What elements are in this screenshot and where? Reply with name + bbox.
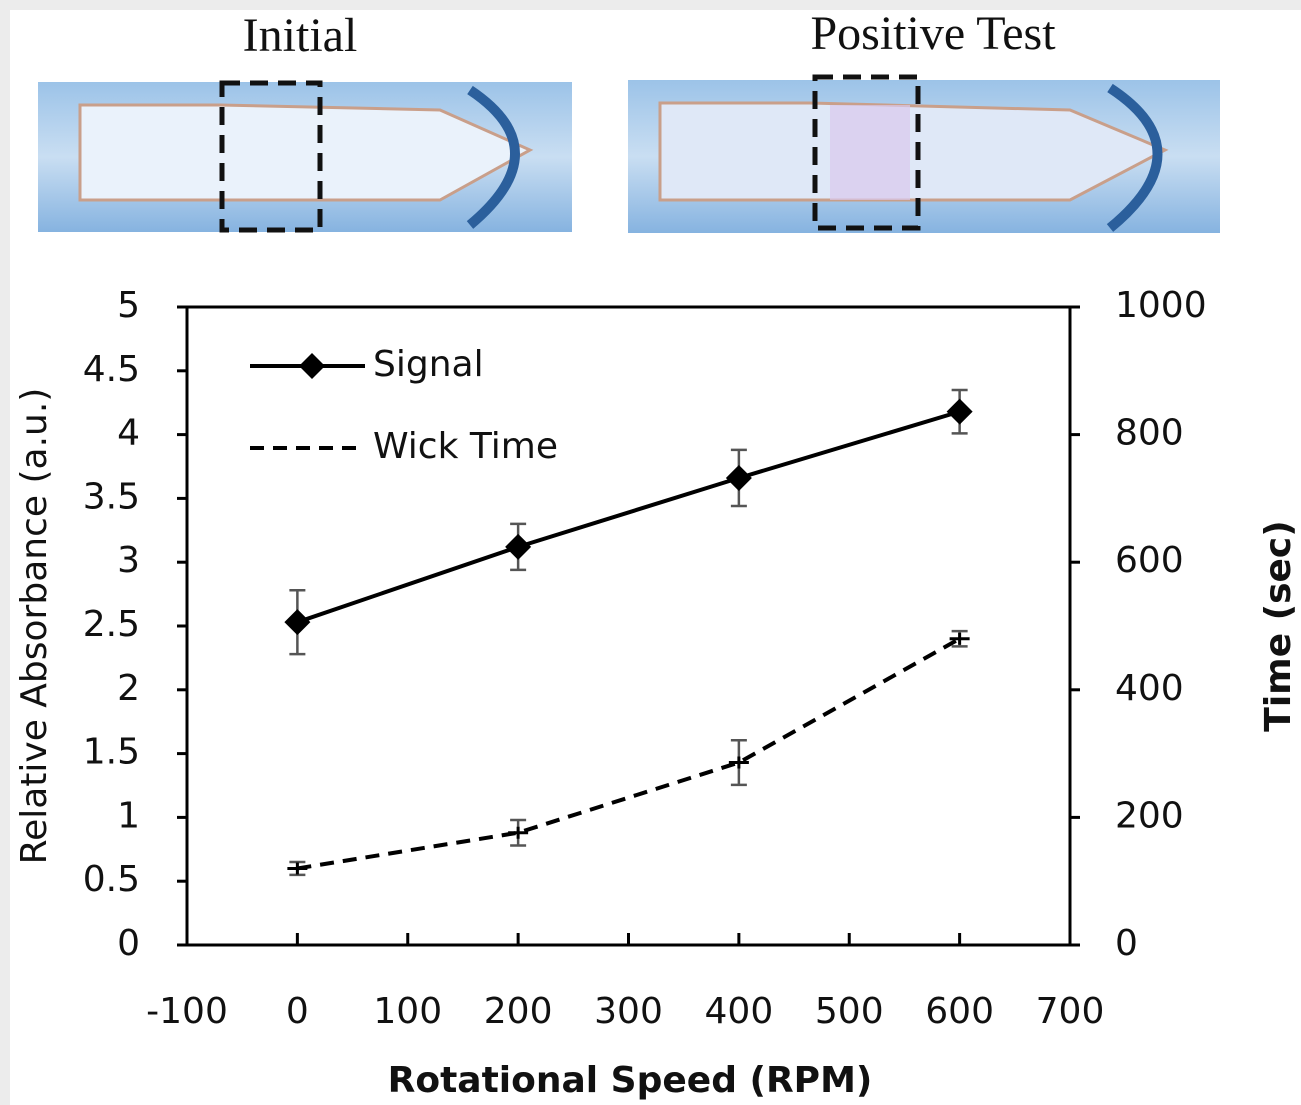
y2-tick-label: 600: [1115, 540, 1184, 581]
x-tick-label: 200: [484, 991, 553, 1032]
strip-photo: [628, 74, 1220, 233]
x-tick-label: 600: [925, 991, 994, 1032]
image-label: Positive Test: [810, 7, 1056, 60]
x-tick-label: 300: [594, 991, 663, 1032]
y2-tick-label: 0: [1115, 923, 1138, 964]
y2-tick-label: 800: [1115, 413, 1184, 454]
legend-label: Signal: [373, 344, 484, 385]
y-tick-label: 4: [117, 413, 140, 454]
y2-tick-label: 400: [1115, 668, 1184, 709]
y-tick-label: 0.5: [83, 859, 140, 900]
x-tick-label: 500: [815, 991, 884, 1032]
y2-axis-title: Time (sec): [1258, 520, 1299, 731]
y-axis-title: Relative Absorbance (a.u.): [14, 388, 55, 865]
x-tick-label: 700: [1036, 991, 1105, 1032]
marker: [949, 632, 970, 645]
marker: [505, 533, 532, 560]
legend-label: Wick Time: [373, 426, 558, 467]
y-tick-label: 3.5: [83, 476, 140, 517]
y-tick-label: 1: [117, 795, 140, 836]
y-tick-label: 5: [117, 285, 140, 326]
y-tick-label: 1.5: [83, 732, 140, 773]
y-tick-label: 3: [117, 540, 140, 581]
y-tick-label: 2.5: [83, 604, 140, 645]
x-tick-label: 100: [373, 991, 442, 1032]
x-tick-label: 0: [286, 991, 309, 1032]
y-tick-label: 2: [117, 668, 140, 709]
x-tick-label: 400: [705, 991, 774, 1032]
series-line: [296, 409, 961, 625]
x-axis-title: Rotational Speed (RPM): [388, 1060, 873, 1101]
y2-tick-label: 1000: [1115, 285, 1207, 326]
marker: [725, 464, 752, 491]
marker: [946, 398, 973, 425]
series-line: [297, 637, 961, 871]
y-tick-label: 4.5: [83, 349, 140, 390]
strip-photo: [38, 80, 572, 233]
marker: [287, 862, 308, 875]
image-label: Initial: [243, 9, 358, 62]
x-tick-label: -100: [146, 991, 228, 1032]
marker: [728, 756, 749, 769]
legend-marker: [299, 353, 325, 379]
marker: [508, 826, 529, 839]
y2-tick-label: 200: [1115, 795, 1184, 836]
y-tick-label: 0: [117, 923, 140, 964]
marker: [284, 609, 311, 636]
